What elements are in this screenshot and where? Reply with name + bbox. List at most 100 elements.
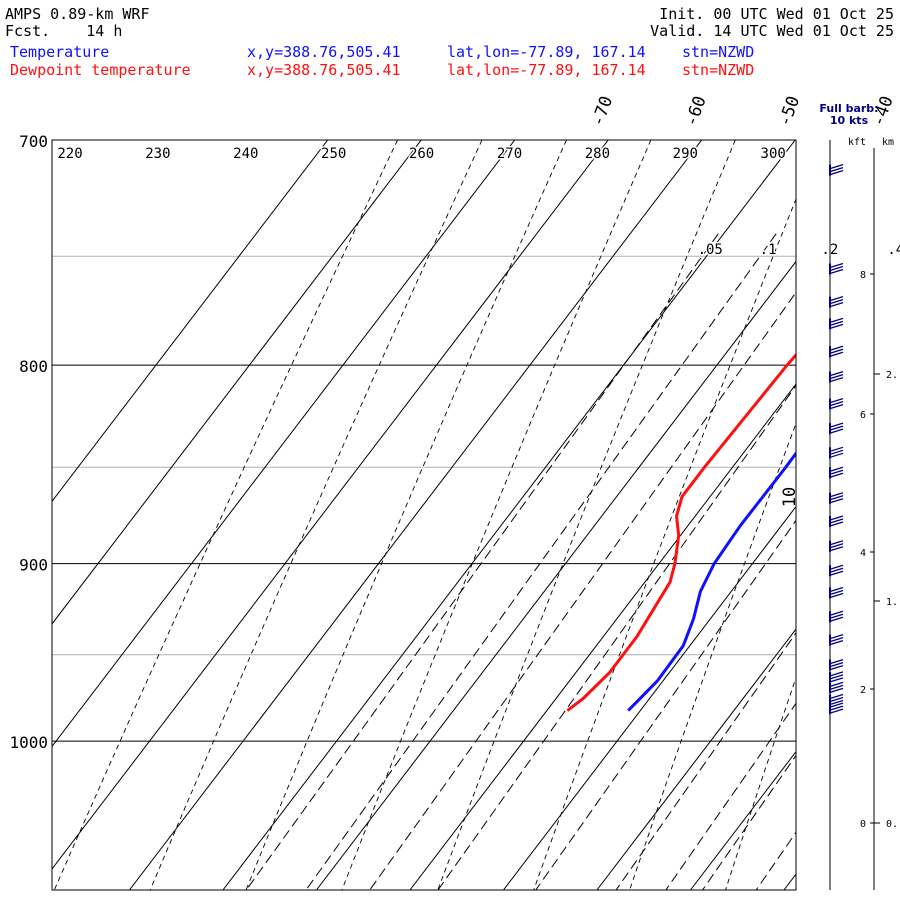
wind-barb-column: kft km 8 6 4 2 0 2. 1. 0.: [829, 137, 898, 890]
dry-adiabat: [149, 140, 483, 890]
wind-barb: [829, 681, 844, 694]
fcst-label: Fcst.: [5, 22, 51, 40]
wind-barb: [829, 515, 844, 527]
barb-legend: Full barb: 10 kts: [814, 103, 884, 127]
dry-adiabat: [533, 197, 796, 890]
isotherm-line: [52, 140, 329, 503]
mixing-ratio-line: [665, 702, 796, 890]
wind-barb: [829, 262, 844, 275]
wind-barb: [829, 702, 844, 715]
isotherm-line: [52, 140, 516, 748]
dry-adiabat-label: 250: [321, 146, 346, 162]
km-tick-label: 0.: [886, 819, 898, 830]
isotherm-line: [52, 140, 422, 625]
dry-adiabat-label: 230: [145, 146, 170, 162]
mixing-ratio-label: .05: [698, 242, 723, 258]
mixing-ratio-line: [305, 233, 777, 890]
dry-adiabat: [629, 422, 796, 890]
isotherm-line: [690, 750, 796, 890]
legend-dewpoint-latlon: lat,lon=-77.89, 167.14: [447, 61, 646, 79]
wind-barb: [829, 370, 844, 383]
init-value: 00 UTC Wed 01 Oct 25: [713, 5, 894, 23]
wind-barb: [829, 492, 844, 504]
wind-barb: [829, 540, 844, 552]
isotherm-line: [129, 140, 703, 890]
legend-temperature-latlon: lat,lon=-77.89, 167.14: [447, 43, 646, 61]
km-tick-label: 1.: [886, 597, 898, 608]
temperature-profile: [627, 450, 796, 712]
pressure-tick-label: 1000: [9, 733, 48, 752]
valid-label: Valid.: [650, 22, 705, 40]
dry-adiabat-label: 280: [585, 146, 610, 162]
mixing-ratio-line: [615, 632, 796, 890]
dry-adiabat-label: 260: [409, 146, 434, 162]
dry-adiabat: [245, 140, 567, 890]
legend-dewpoint-name: Dewpoint temperature: [10, 61, 191, 79]
kft-label: kft: [848, 137, 866, 148]
km-label: km: [882, 137, 894, 148]
dry-adiabat-label: 300: [761, 146, 786, 162]
plot-frame: [51, 139, 797, 891]
kft-tick-label: 0: [860, 819, 866, 830]
legend-dewpoint-station: stn=NZWD: [682, 61, 755, 79]
isotherm-line: [409, 383, 796, 890]
dewpoint-profile: [566, 352, 796, 712]
dry-adiabat: [53, 140, 399, 890]
wind-barb: [829, 658, 844, 671]
dry-adiabat-lines: [53, 140, 796, 890]
wind-barb: [829, 610, 844, 623]
isotherm-label: -50: [775, 93, 804, 129]
isotherm-line: [52, 140, 609, 870]
model-title: AMPS 0.89-km WRF: [5, 5, 150, 23]
dry-adiabat-label: 240: [233, 146, 258, 162]
wind-barb: [829, 564, 844, 577]
isotherm-line: [503, 505, 796, 890]
mixing-ratio-label: .4: [887, 242, 900, 258]
valid-value: 14 UTC Wed 01 Oct 25: [713, 22, 894, 40]
barb-legend-line2: 10 kts: [829, 114, 869, 127]
dry-adiabat-label: 290: [673, 146, 698, 162]
wind-barb: [829, 422, 844, 435]
kft-tick-label: 6: [860, 410, 866, 421]
wind-barb: [829, 317, 844, 330]
legend-temperature-station: stn=NZWD: [682, 43, 755, 61]
wind-barb: [829, 446, 844, 459]
wind-barb: [829, 345, 844, 358]
isotherm-line: [783, 873, 796, 890]
wind-barb: [829, 466, 844, 479]
kft-tick-label: 2: [860, 685, 866, 696]
mixing-ratio-label: .1: [760, 242, 777, 258]
mixing-ratio-lines: [245, 233, 796, 890]
diagram-labels: 7008009001000-70-60-50-40-30-20-10010220…: [9, 93, 900, 752]
km-tick-label: 2.: [886, 370, 898, 381]
kft-tick-label: 8: [860, 270, 866, 281]
wind-barb: [829, 164, 844, 176]
isotherm-label: -60: [681, 93, 710, 129]
wind-barb: [829, 671, 844, 683]
wind-barb: [829, 634, 844, 646]
pressure-tick-label: 700: [19, 132, 48, 151]
wind-barb: [829, 397, 844, 410]
fcst-value: 14 h: [86, 22, 123, 40]
isotherm-line: [222, 140, 796, 890]
mixing-ratio-line: [702, 754, 796, 890]
mixing-ratio-line: [245, 233, 719, 890]
valid-time: Valid. 14 UTC Wed 01 Oct 25: [650, 23, 894, 40]
mixing-ratio-line: [437, 384, 796, 890]
init-time: Init. 00 UTC Wed 01 Oct 25: [659, 6, 894, 23]
barb-legend-line1: Full barb:: [819, 102, 879, 115]
pressure-tick-label: 900: [19, 556, 48, 575]
wind-barb: [829, 296, 844, 308]
init-label: Init.: [659, 5, 705, 23]
mixing-ratio-line: [755, 831, 796, 890]
legend-temperature-name: Temperature: [10, 43, 110, 61]
wind-barb: [829, 586, 844, 599]
dry-adiabat: [437, 140, 736, 890]
isotherm-lines: [52, 140, 796, 890]
mixing-ratio-line: [369, 291, 796, 890]
dry-adiabat: [341, 140, 652, 890]
isotherm-label: 10: [780, 487, 800, 507]
plot-area: [52, 140, 796, 890]
forecast-hour: Fcst. 14 h: [5, 23, 122, 40]
legend-temperature-xy: x,y=388.76,505.41: [247, 43, 401, 61]
